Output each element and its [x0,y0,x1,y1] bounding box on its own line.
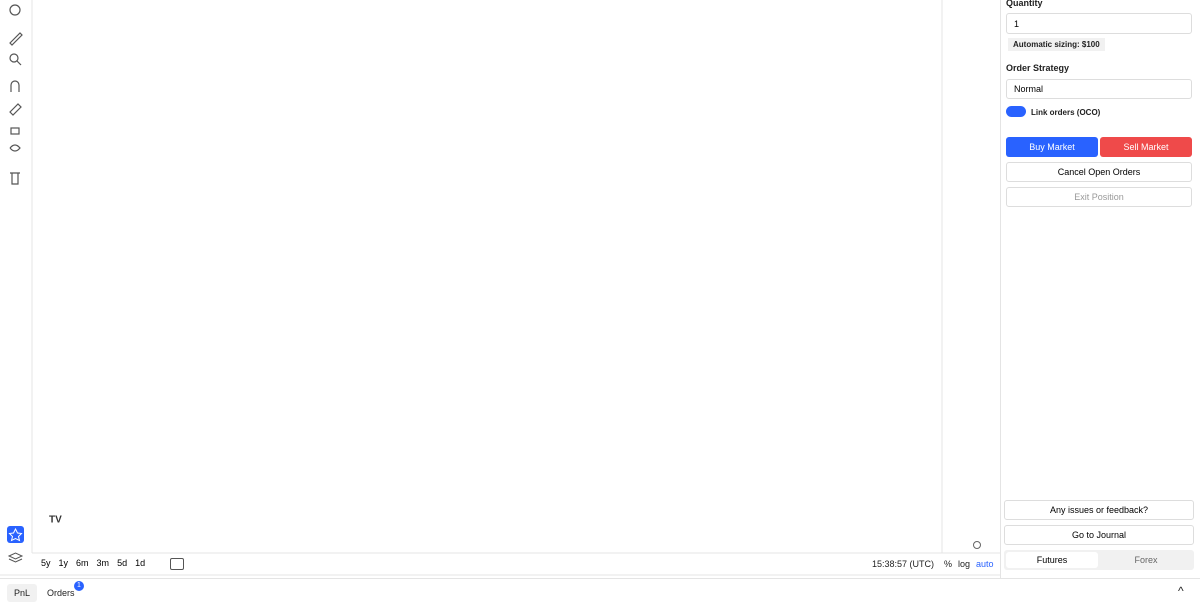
strategy-select[interactable]: Normal [1006,79,1192,99]
strategy-label: Order Strategy [1006,63,1070,73]
range-button[interactable]: 3m [96,558,110,568]
left-toolbar [0,0,32,578]
range-button[interactable]: 1y [58,558,69,568]
range-button[interactable]: 5d [117,558,128,568]
exit-position[interactable]: Exit Position [1006,187,1192,207]
favorite-tool[interactable] [7,526,24,543]
date-range-icon[interactable] [170,558,184,570]
log-toggle[interactable]: log [958,559,971,569]
tool-icons [9,4,23,185]
quantity-input[interactable]: 1 [1006,13,1192,34]
range-button[interactable]: 6m [76,558,89,568]
star-icon [8,527,23,542]
settings-icon[interactable] [973,541,981,549]
futures-tab[interactable]: Futures [1006,552,1098,568]
percent-toggle[interactable]: % [944,559,953,569]
orders-tab[interactable]: Orders [47,588,75,598]
logo: TV [49,515,62,526]
auto-toggle[interactable]: auto [976,559,994,569]
order-panel [1000,0,1200,578]
range-button[interactable]: 1d [135,558,146,568]
journal[interactable]: Go to Journal [1004,525,1194,545]
sizing-tag: Automatic sizing: $100 [1008,38,1105,51]
buy-market[interactable]: Buy Market [1006,137,1098,157]
bottom-tabs: PnL Orders 1 ^ [0,578,1200,611]
forex-tab[interactable]: Forex [1134,555,1158,565]
orders-badge: 1 [74,581,84,591]
layers-icon [7,552,24,563]
chart: TV [0,0,1000,578]
range-button[interactable]: 5y [41,558,51,568]
clock: 15:38:57 (UTC) [872,559,935,569]
oco-label: Link orders (OCO) [1031,108,1101,117]
collapse-icon[interactable]: ^ [1178,584,1184,598]
feedback[interactable]: Any issues or feedback? [1004,500,1194,520]
cancel-orders[interactable]: Cancel Open Orders [1006,162,1192,182]
quantity-label: Quantity [1006,0,1043,8]
sell-market[interactable]: Sell Market [1100,137,1192,157]
range-buttons: 5y 1y 6m 3m 5d 1d [41,558,145,568]
pnl-tab[interactable]: PnL [7,584,38,602]
oco-switch[interactable] [1006,106,1026,117]
